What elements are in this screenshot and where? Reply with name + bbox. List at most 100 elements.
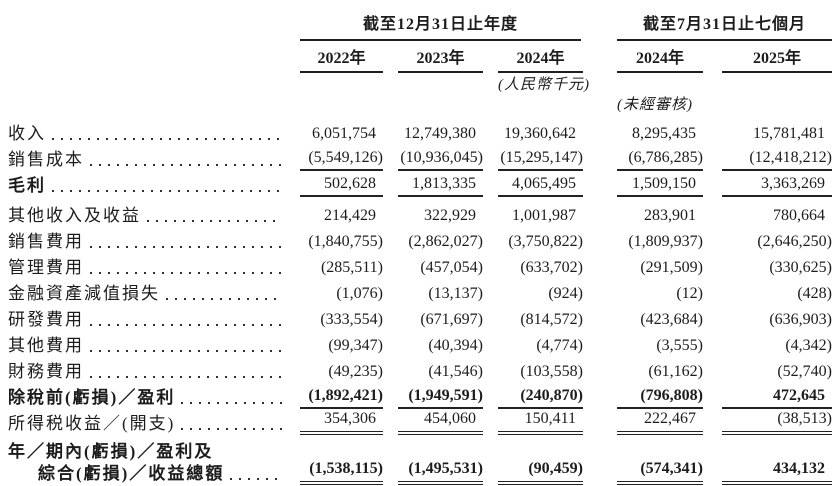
table-row-cost-of-sales: 銷售成本 (5,549,126) (10,936,045) (15,295,14… bbox=[8, 145, 832, 171]
table-row-gross-profit: 毛利 502,628 1,813,335 4,065,495 1,509,150… bbox=[8, 171, 832, 197]
cell-value: 222,467 bbox=[644, 410, 696, 427]
cell-value: (6,786,285) bbox=[628, 149, 703, 166]
cell-value: 1,001,987 bbox=[512, 207, 576, 224]
cell-value: (633,702) bbox=[520, 259, 583, 276]
cell-value: (796,808) bbox=[640, 387, 703, 404]
cell-value: (1,840,755) bbox=[308, 233, 383, 250]
table-row-finance-costs: 財務費用 (49,235) (41,546) (103,558) (61,162… bbox=[8, 357, 832, 383]
table-row-revenue: 收入 6,051,754 12,749,380 19,360,642 8,295… bbox=[8, 119, 832, 145]
row-label: 管理費用 bbox=[8, 258, 84, 277]
dot-leader bbox=[166, 298, 282, 300]
cell-value: (90,459) bbox=[528, 460, 583, 477]
cell-value: 12,749,380 bbox=[404, 125, 476, 142]
year-column-header-2023: 2023年 bbox=[398, 44, 483, 73]
cell-value: (99,347) bbox=[328, 337, 383, 354]
row-label: 毛利 bbox=[8, 176, 46, 195]
row-label: 其他收入及收益 bbox=[8, 206, 141, 225]
table-row-selling-expenses: 銷售費用 (1,840,755) (2,862,027) (3,750,822)… bbox=[8, 227, 832, 253]
row-label: 銷售成本 bbox=[8, 150, 84, 169]
cell-value: 780,664 bbox=[773, 207, 825, 224]
dot-leader bbox=[90, 324, 282, 326]
cell-value: 15,781,481 bbox=[753, 125, 825, 142]
cell-value: (333,554) bbox=[320, 311, 383, 328]
cell-value: 150,411 bbox=[524, 410, 576, 427]
year-header-row: 2022年 2023年 2024年 2024年 2025年 bbox=[8, 47, 832, 73]
period-group-title-year-ended: 截至12月31日止年度 bbox=[300, 10, 581, 41]
cell-value: 1,813,335 bbox=[412, 175, 476, 192]
table-row-admin-expenses: 管理費用 (285,511) (457,054) (633,702) (291,… bbox=[8, 253, 832, 279]
dot-leader bbox=[90, 164, 282, 166]
income-statement-table: 收入 6,051,754 12,749,380 19,360,642 8,295… bbox=[8, 119, 832, 485]
dot-leader bbox=[181, 402, 282, 404]
cell-value: (1,495,531) bbox=[408, 460, 483, 477]
period-group-header-row: 截至12月31日止年度 截至7月31日止七個月 bbox=[8, 10, 832, 41]
cell-value: (1,809,937) bbox=[628, 233, 703, 250]
cell-value: (4,342) bbox=[785, 337, 832, 354]
cell-value: (52,740) bbox=[777, 363, 832, 380]
row-label: 除稅前(虧損)／盈利 bbox=[8, 388, 176, 407]
table-row-rd-expenses: 研發費用 (333,554) (671,697) (814,572) (423,… bbox=[8, 305, 832, 331]
cell-value: 4,065,495 bbox=[512, 175, 576, 192]
unaudited-note-row: (未經審核) bbox=[8, 93, 832, 113]
cell-value: 283,901 bbox=[644, 207, 696, 224]
row-label: 所得税收益／(開支) bbox=[8, 414, 176, 433]
row-label-line2: 綜合(虧損)／收益總額 bbox=[38, 464, 225, 483]
year-column-header-2025-7m: 2025年 bbox=[722, 44, 832, 73]
cell-value: (240,870) bbox=[520, 387, 583, 404]
cell-value: (49,235) bbox=[328, 363, 383, 380]
cell-value: (924) bbox=[548, 285, 583, 302]
row-label: 財務費用 bbox=[8, 362, 84, 381]
cell-value: 354,306 bbox=[324, 410, 376, 427]
unaudited-note: (未經審核) bbox=[617, 97, 693, 113]
cell-value: (330,625) bbox=[769, 259, 832, 276]
cell-value: (574,341) bbox=[640, 460, 703, 477]
period-group-title-seven-months: 截至7月31日止七個月 bbox=[617, 10, 832, 41]
cell-value: (10,936,045) bbox=[400, 149, 483, 166]
dot-leader bbox=[181, 428, 282, 430]
row-label: 金融資產減值損失 bbox=[8, 284, 160, 303]
cell-value: (423,684) bbox=[640, 311, 703, 328]
dot-leader bbox=[147, 220, 282, 222]
cell-value: 472,645 bbox=[773, 387, 825, 404]
cell-value: 8,295,435 bbox=[632, 125, 696, 142]
cell-value: 454,060 bbox=[424, 410, 476, 427]
cell-value: (1,949,591) bbox=[408, 387, 483, 404]
cell-value: 322,929 bbox=[424, 207, 476, 224]
dot-leader bbox=[52, 138, 282, 140]
dot-leader bbox=[90, 246, 282, 248]
cell-value: (428) bbox=[797, 285, 832, 302]
cell-value: 19,360,642 bbox=[504, 125, 576, 142]
row-label: 銷售費用 bbox=[8, 232, 84, 251]
cell-value: (1,892,421) bbox=[308, 387, 383, 404]
table-row-other-income: 其他收入及收益 214,429 322,929 1,001,987 283,90… bbox=[8, 201, 832, 227]
row-label: 其他費用 bbox=[8, 336, 84, 355]
cell-value: (61,162) bbox=[648, 363, 703, 380]
cell-value: 434,132 bbox=[773, 460, 825, 477]
row-label: 研發費用 bbox=[8, 310, 84, 329]
dot-leader bbox=[52, 190, 282, 192]
cell-value: (4,774) bbox=[536, 337, 583, 354]
cell-value: (103,558) bbox=[520, 363, 583, 380]
currency-note: (人民幣千元) bbox=[498, 77, 590, 93]
cell-value: (291,509) bbox=[640, 259, 703, 276]
cell-value: (15,295,147) bbox=[500, 149, 583, 166]
cell-value: (285,511) bbox=[320, 259, 383, 276]
row-label-line1: 年／期內(虧損)／盈利及 bbox=[8, 442, 214, 461]
cell-value: 3,363,269 bbox=[761, 175, 825, 192]
row-label: 收入 bbox=[8, 124, 46, 143]
year-column-header-2024: 2024年 bbox=[498, 44, 583, 73]
dot-leader bbox=[90, 376, 282, 378]
cell-value: (13,137) bbox=[428, 285, 483, 302]
cell-value: (671,697) bbox=[420, 311, 483, 328]
dot-leader bbox=[230, 478, 282, 480]
cell-value: (2,646,250) bbox=[757, 233, 832, 250]
cell-value: (636,903) bbox=[769, 311, 832, 328]
cell-value: (814,572) bbox=[520, 311, 583, 328]
cell-value: 6,051,754 bbox=[312, 125, 376, 142]
cell-value: (457,054) bbox=[420, 259, 483, 276]
cell-value: 214,429 bbox=[324, 207, 376, 224]
year-column-header-2024-7m: 2024年 bbox=[617, 44, 703, 73]
dot-leader bbox=[90, 350, 282, 352]
table-row-other-expenses: 其他費用 (99,347) (40,394) (4,774) (3,555) (… bbox=[8, 331, 832, 357]
